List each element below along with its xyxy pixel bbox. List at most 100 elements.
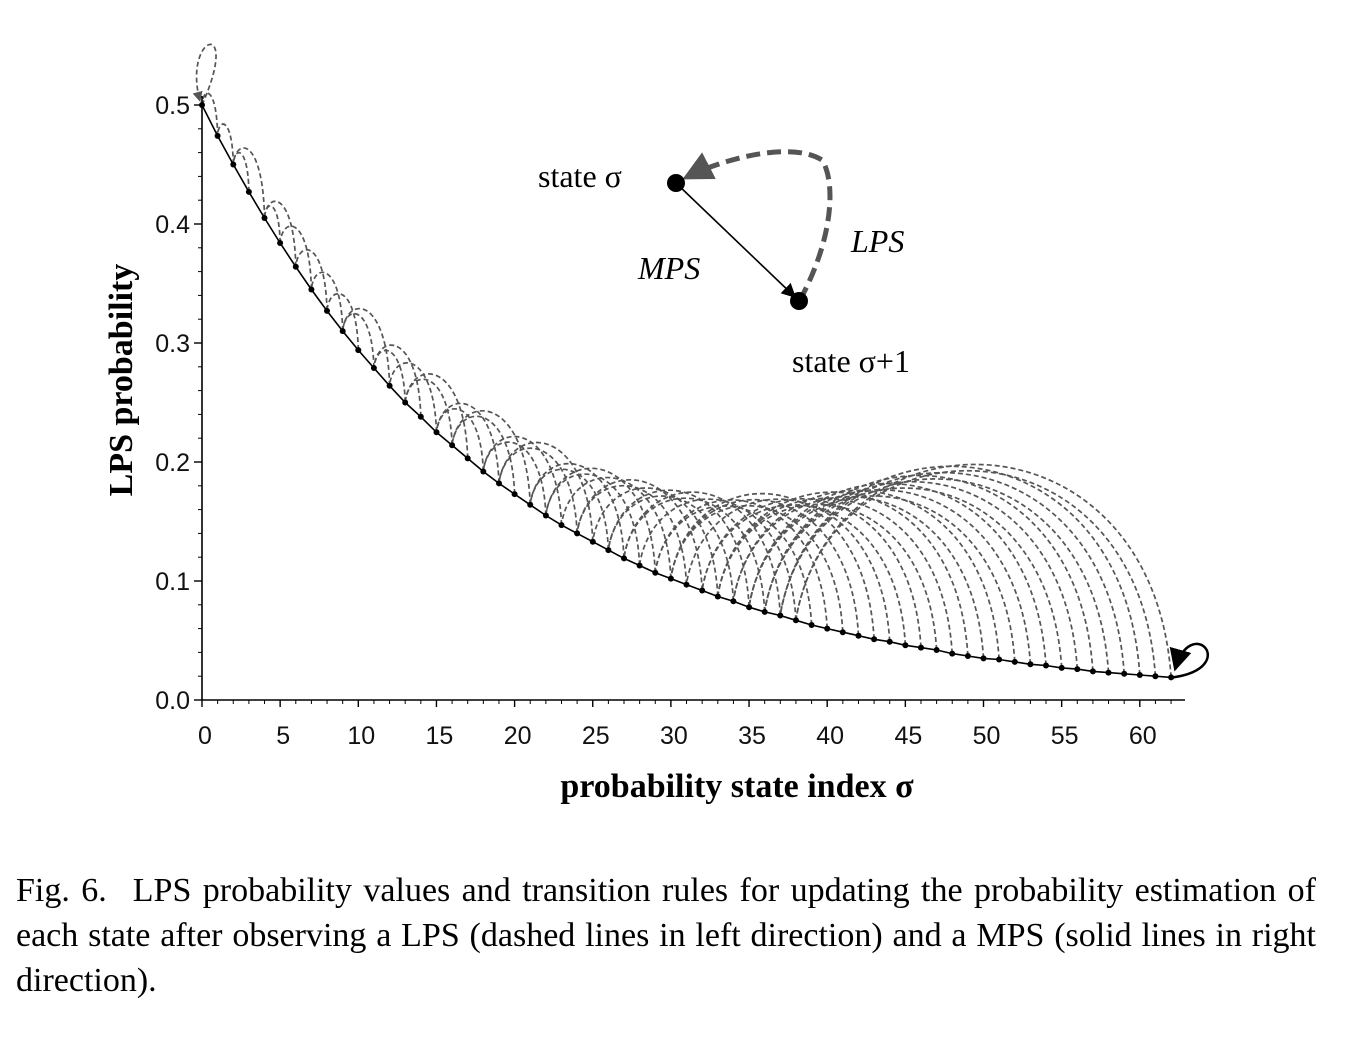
x-tick-label: 45: [894, 722, 922, 750]
lps-transition-arc: [341, 312, 375, 369]
y-tick-label: 0.0: [155, 687, 190, 715]
lps-transition-arc: [576, 479, 704, 591]
x-tick-label: 20: [504, 722, 532, 750]
lps-transition-arc: [216, 123, 235, 165]
inset-mps-label: MPS: [637, 250, 700, 286]
inset-next-state-node: [790, 292, 808, 310]
mps-point: [402, 399, 409, 406]
x-axis-title: probability state index σ: [560, 768, 914, 805]
lps-transition-arc: [529, 468, 610, 551]
mps-point: [730, 598, 737, 605]
lps-transition-arc: [201, 92, 219, 136]
mps-point: [433, 429, 440, 436]
lps-transition-arc: [748, 488, 1032, 665]
caption-text: LPS probability values and transition ru…: [16, 872, 1316, 999]
lps-transition-arc: [623, 491, 782, 616]
mps-point: [480, 468, 487, 475]
inset-next-state-label: state σ+1: [792, 343, 910, 379]
x-ticks: 0 5 10 15 20 25 30 35 40 45 50 55 60: [198, 700, 1172, 750]
mps-point: [652, 569, 659, 576]
mps-point: [855, 632, 862, 639]
mps-point: [370, 365, 377, 371]
mps-point: [558, 522, 565, 529]
x-tick-label: 10: [347, 722, 375, 750]
lps-transition-arc: [779, 471, 1126, 674]
lps-transition-arc: [451, 410, 532, 505]
mps-point: [636, 562, 643, 569]
mps-point: [902, 642, 909, 649]
mps-point: [1105, 669, 1112, 676]
lps-transition-arc: [779, 465, 1141, 676]
x-tick-label: 60: [1129, 722, 1157, 750]
mps-point: [355, 347, 362, 354]
mps-point: [1168, 674, 1175, 681]
lps-probability-chart: 0 5 10 15 20 25 30 35 40 45 50 55 60 0.0 0.1 0.2 0.3 0.4…: [103, 43, 1209, 805]
lps-transition-arc: [591, 487, 719, 597]
lps-transition-arc: [732, 489, 1000, 660]
lps-transition-arc: [263, 205, 281, 244]
transition-rule-inset: state σ MPS LPS state σ+1: [538, 149, 910, 379]
lps-transition-arc: [232, 151, 250, 192]
figure-number: Fig. 6.: [16, 872, 107, 909]
mps-point: [1043, 662, 1049, 669]
mps-point: [230, 161, 237, 168]
mps-point: [761, 608, 768, 615]
x-tick-label: 0: [198, 722, 212, 750]
mps-point: [308, 286, 315, 293]
mps-point: [824, 625, 831, 632]
lps-transition-arc: [560, 476, 672, 579]
figure-caption: Fig. 6. LPS probability values and transi…: [16, 868, 1316, 1003]
mps-point: [1058, 664, 1065, 671]
lps-self-loop-arc: [192, 43, 217, 106]
mps-point: [714, 593, 721, 600]
mps-point: [839, 629, 846, 636]
mps-point: [1074, 666, 1081, 673]
lps-transition-arc: [435, 408, 485, 472]
lps-transition-arc: [545, 467, 657, 573]
lps-transition-arc: [373, 344, 422, 417]
lps-transition-arc: [435, 402, 500, 484]
mps-transition-layer: [199, 102, 1209, 681]
inset-lps-arc: [682, 149, 833, 302]
x-tick-label: 35: [738, 722, 766, 750]
mps-point: [918, 644, 924, 651]
mps-point: [746, 604, 753, 611]
lps-transition-arc: [451, 415, 516, 495]
mps-point: [792, 617, 799, 624]
lps-transition-arc: [670, 492, 875, 640]
mps-point: [417, 413, 424, 420]
mps-point: [386, 382, 393, 389]
mps-point: [1121, 670, 1128, 677]
y-tick-label: 0.2: [155, 449, 190, 477]
mps-point: [699, 587, 706, 594]
lps-transition-arc: [232, 147, 266, 219]
lps-transition-arc: [779, 478, 1110, 673]
mps-point: [574, 530, 581, 537]
lps-transition-arc: [545, 473, 641, 566]
x-tick-label: 15: [426, 722, 454, 750]
y-tick-label: 0.3: [155, 330, 190, 358]
mps-point: [1089, 668, 1096, 675]
y-tick-label: 0.5: [155, 92, 190, 120]
x-tick-label: 25: [582, 722, 610, 750]
lps-transition-arc: [263, 200, 297, 267]
lps-transition-arc: [654, 505, 813, 626]
mps-point: [980, 655, 987, 662]
lps-transition-arc: [607, 495, 735, 602]
x-tick-label: 30: [660, 722, 688, 750]
mps-point: [683, 581, 690, 588]
lps-transition-arc: [654, 499, 829, 629]
lps-transition-arc: [763, 474, 1094, 672]
x-tick-label: 40: [816, 722, 844, 750]
mps-point: [667, 575, 674, 582]
lps-transition-arc: [341, 307, 391, 386]
mps-point: [1011, 658, 1018, 665]
mps-point: [777, 612, 784, 619]
inset-state-label: state σ: [538, 158, 622, 194]
mps-point: [292, 263, 299, 270]
lps-transition-arc: [404, 373, 469, 459]
x-tick-label: 5: [276, 722, 290, 750]
mps-self-loop: [1169, 642, 1209, 679]
mps-point: [245, 188, 252, 195]
mps-point: [949, 650, 956, 657]
